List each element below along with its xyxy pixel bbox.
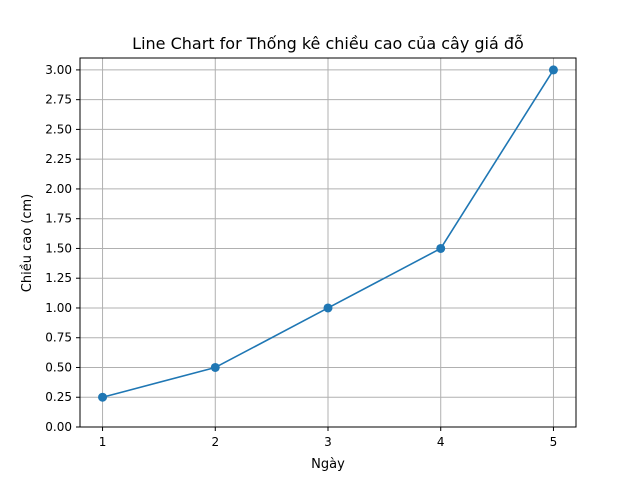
x-axis-label: Ngày [311, 457, 345, 472]
y-axis-label: Chiều cao (cm) [20, 194, 35, 292]
data-point [548, 65, 558, 75]
y-tick-label: 1.75 [45, 212, 72, 226]
y-tick-label: 1.25 [45, 271, 72, 285]
data-point [323, 303, 333, 313]
x-tick-label: 5 [550, 435, 558, 449]
grid [80, 58, 576, 428]
x-tick-label: 3 [324, 435, 332, 449]
data-point [210, 362, 220, 372]
y-tick-label: 1.50 [45, 241, 72, 255]
x-tick-label: 1 [99, 435, 107, 449]
y-tick-label: 2.75 [45, 93, 72, 107]
x-axis: 1 2 3 4 5 [99, 427, 558, 449]
y-tick-label: 1.00 [45, 301, 72, 315]
x-tick-label: 4 [437, 435, 445, 449]
x-tick-label: 2 [211, 435, 219, 449]
y-tick-label: 0.75 [45, 331, 72, 345]
y-axis: 0.00 0.25 0.50 0.75 1.00 1.25 1.50 1.75 2.00 2.25… [45, 63, 80, 434]
y-tick-label: 3.00 [45, 63, 72, 77]
data-point [98, 392, 108, 402]
y-tick-label: 0.25 [45, 390, 72, 404]
y-tick-label: 2.25 [45, 152, 72, 166]
data-point [436, 243, 446, 253]
chart-title: Line Chart for Thống kê chiều cao của câ… [132, 34, 524, 53]
y-tick-label: 0.50 [45, 360, 72, 374]
y-tick-label: 0.00 [45, 420, 72, 434]
data-series [98, 65, 558, 402]
y-tick-label: 2.00 [45, 182, 72, 196]
y-tick-label: 2.50 [45, 122, 72, 136]
